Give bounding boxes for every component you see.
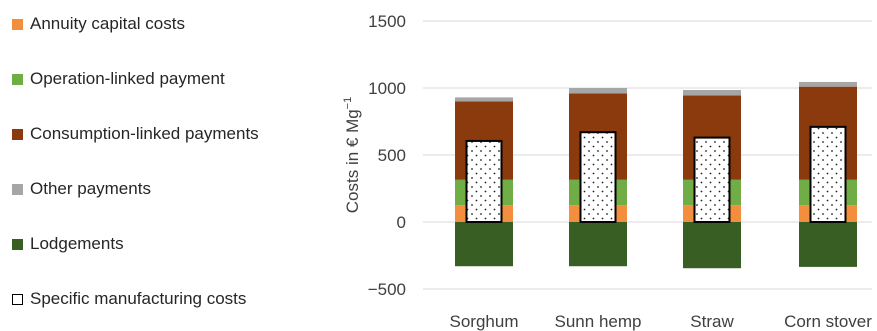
y-axis-title: Costs in € Mg−1 (342, 97, 362, 213)
bar-other-payments-sunn-hemp (569, 88, 627, 94)
legend-item-lodgements: Lodgements (12, 234, 124, 254)
bar-other-payments-corn-stover (799, 81, 857, 87)
bar-other-payments-sorghum (455, 97, 513, 102)
chart-legend: Annuity capital costs Operation-linked pa… (0, 0, 330, 331)
legend-swatch (12, 293, 23, 305)
legend-item-consumption-linked-payments: Consumption-linked payments (12, 124, 259, 144)
legend-item-operation-linked-payment: Operation-linked payment (12, 69, 225, 89)
x-tick-label-straw: Straw (690, 312, 734, 331)
y-tick-label: −500 (368, 280, 406, 299)
legend-swatch (12, 183, 23, 195)
legend-item-annuity-capital-costs: Annuity capital costs (12, 14, 185, 34)
legend-item-specific-manufacturing-costs: Specific manufacturing costs (12, 289, 246, 309)
y-axis-title-text: Costs in € Mg (343, 109, 362, 213)
legend-label: Lodgements (30, 234, 124, 253)
legend-swatch (12, 238, 23, 250)
y-tick-label: 1500 (368, 12, 406, 31)
overlay-bar-corn-stover (809, 125, 847, 223)
legend-label: Operation-linked payment (30, 69, 225, 88)
chart-plot: 1500 1000 500 0 −500 Sorghum Sunn hemp Straw Cor… (342, 12, 872, 331)
bar-lodgements-corn-stover (799, 222, 857, 267)
x-tick-label-sorghum: Sorghum (450, 312, 519, 331)
bar-other-payments-straw (683, 90, 741, 96)
y-axis-title-superscript: −1 (342, 97, 354, 110)
legend-label: Annuity capital costs (30, 14, 185, 33)
y-tick-label: 1000 (368, 79, 406, 98)
bar-lodgements-sorghum (455, 222, 513, 267)
x-tick-label-corn-stover: Corn stover (784, 312, 872, 331)
legend-item-other-payments: Other payments (12, 179, 151, 199)
legend-swatch (12, 128, 23, 140)
legend-label: Consumption-linked payments (30, 124, 259, 143)
overlay-bar-straw (693, 136, 731, 223)
y-tick-label: 0 (397, 213, 406, 232)
bar-lodgements-sunn-hemp (569, 222, 627, 267)
legend-label: Other payments (30, 179, 151, 198)
x-tick-label-sunn-hemp: Sunn hemp (555, 312, 642, 331)
legend-swatch (12, 18, 23, 30)
legend-label: Specific manufacturing costs (30, 289, 247, 308)
bar-lodgements-straw (683, 222, 741, 269)
y-tick-label: 500 (378, 146, 406, 165)
overlay-bar-sorghum (465, 139, 503, 223)
legend-swatch (12, 73, 23, 85)
overlay-bar-sunn-hemp (579, 131, 617, 223)
